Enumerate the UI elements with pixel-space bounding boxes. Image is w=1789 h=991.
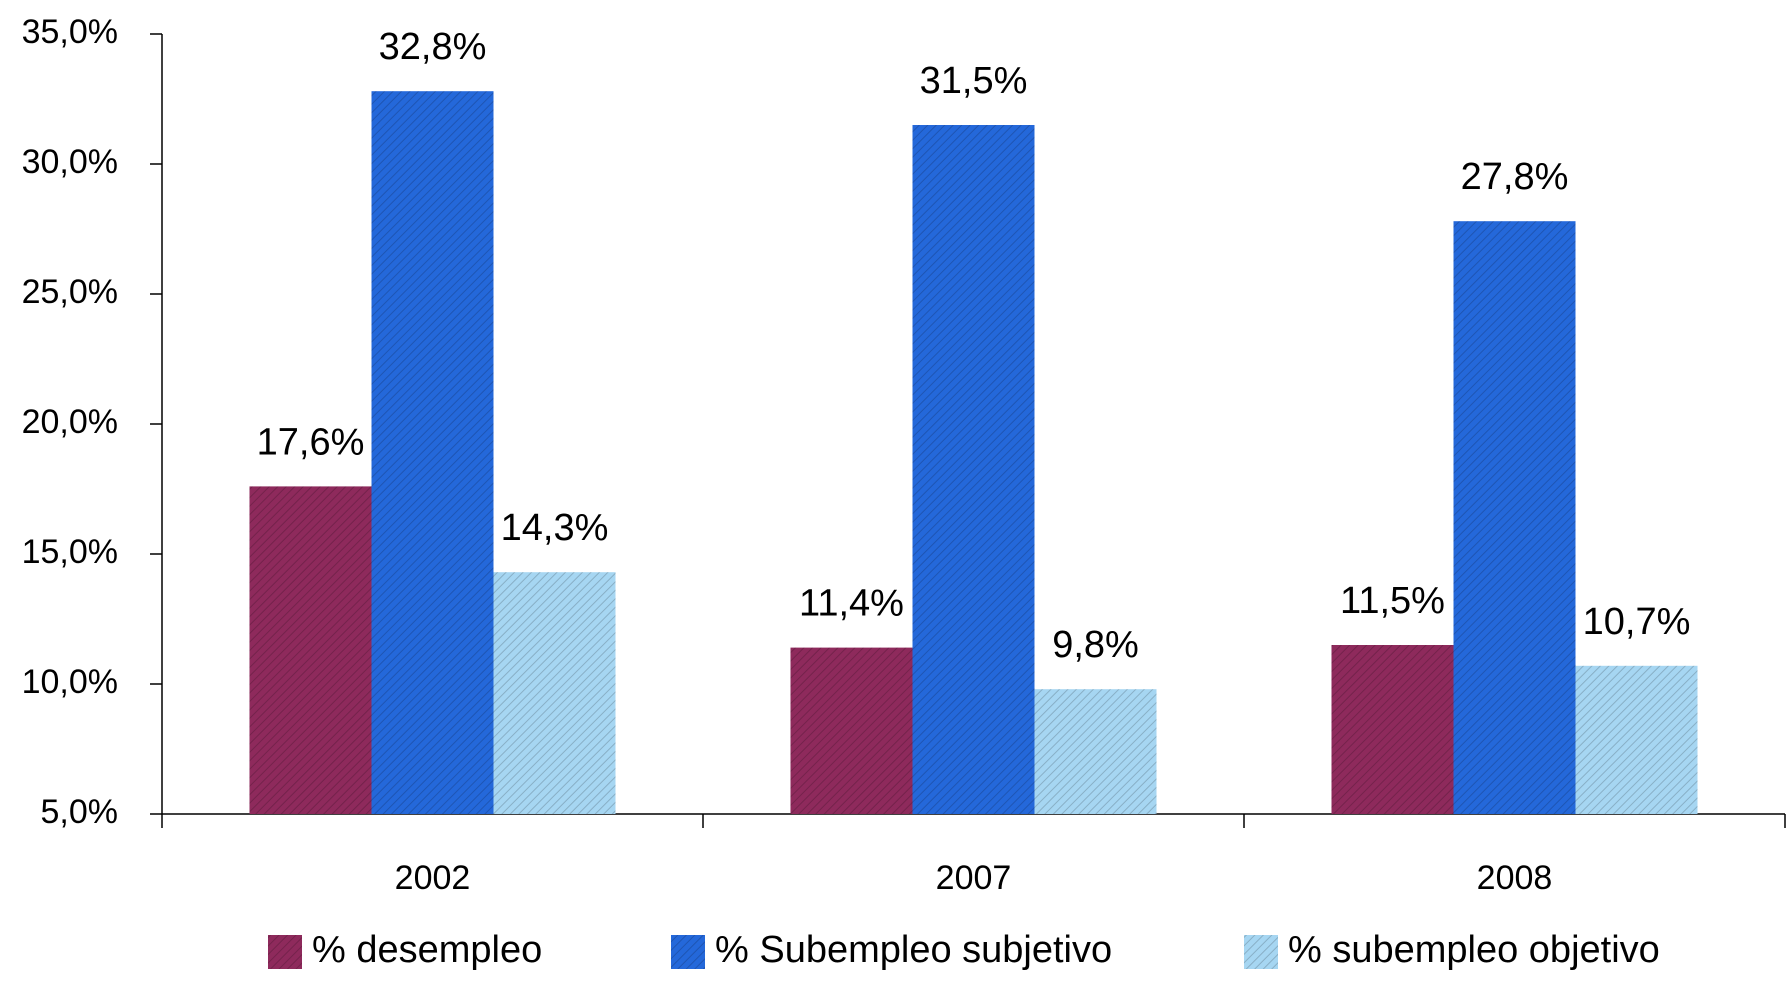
legend-label: % Subempleo subjetivo <box>715 929 1112 971</box>
value-label: 11,4% <box>799 583 904 625</box>
legend-swatch <box>1244 935 1278 969</box>
bar <box>249 486 372 814</box>
bar <box>493 572 616 814</box>
bar <box>790 647 913 814</box>
x-tick-label: 2008 <box>1477 859 1553 897</box>
value-label: 14,3% <box>501 507 609 549</box>
bar <box>912 125 1035 814</box>
legend-swatch <box>268 935 302 969</box>
y-tick-label: 15,0% <box>22 533 118 571</box>
y-tick-label: 5,0% <box>41 793 119 831</box>
value-label: 11,5% <box>1340 580 1445 622</box>
x-tick-label: 2002 <box>395 859 471 897</box>
bar <box>1034 689 1157 814</box>
y-tick-label: 25,0% <box>22 273 118 311</box>
y-tick-label: 35,0% <box>22 13 118 51</box>
y-tick-label: 10,0% <box>22 663 118 701</box>
bar <box>371 91 494 814</box>
bar <box>1575 665 1698 814</box>
legend-label: % desempleo <box>312 929 542 971</box>
legend-label: % subempleo objetivo <box>1288 929 1660 971</box>
value-label: 17,6% <box>257 421 365 463</box>
value-label: 27,8% <box>1461 156 1569 198</box>
x-tick-label: 2007 <box>936 859 1012 897</box>
bar <box>1453 221 1576 814</box>
bar <box>1331 645 1454 814</box>
value-label: 10,7% <box>1583 601 1691 643</box>
value-label: 32,8% <box>379 26 487 68</box>
y-tick-label: 30,0% <box>22 143 118 181</box>
value-label: 9,8% <box>1052 624 1139 666</box>
legend-swatch <box>671 935 705 969</box>
value-label: 31,5% <box>920 60 1028 102</box>
y-tick-label: 20,0% <box>22 403 118 441</box>
